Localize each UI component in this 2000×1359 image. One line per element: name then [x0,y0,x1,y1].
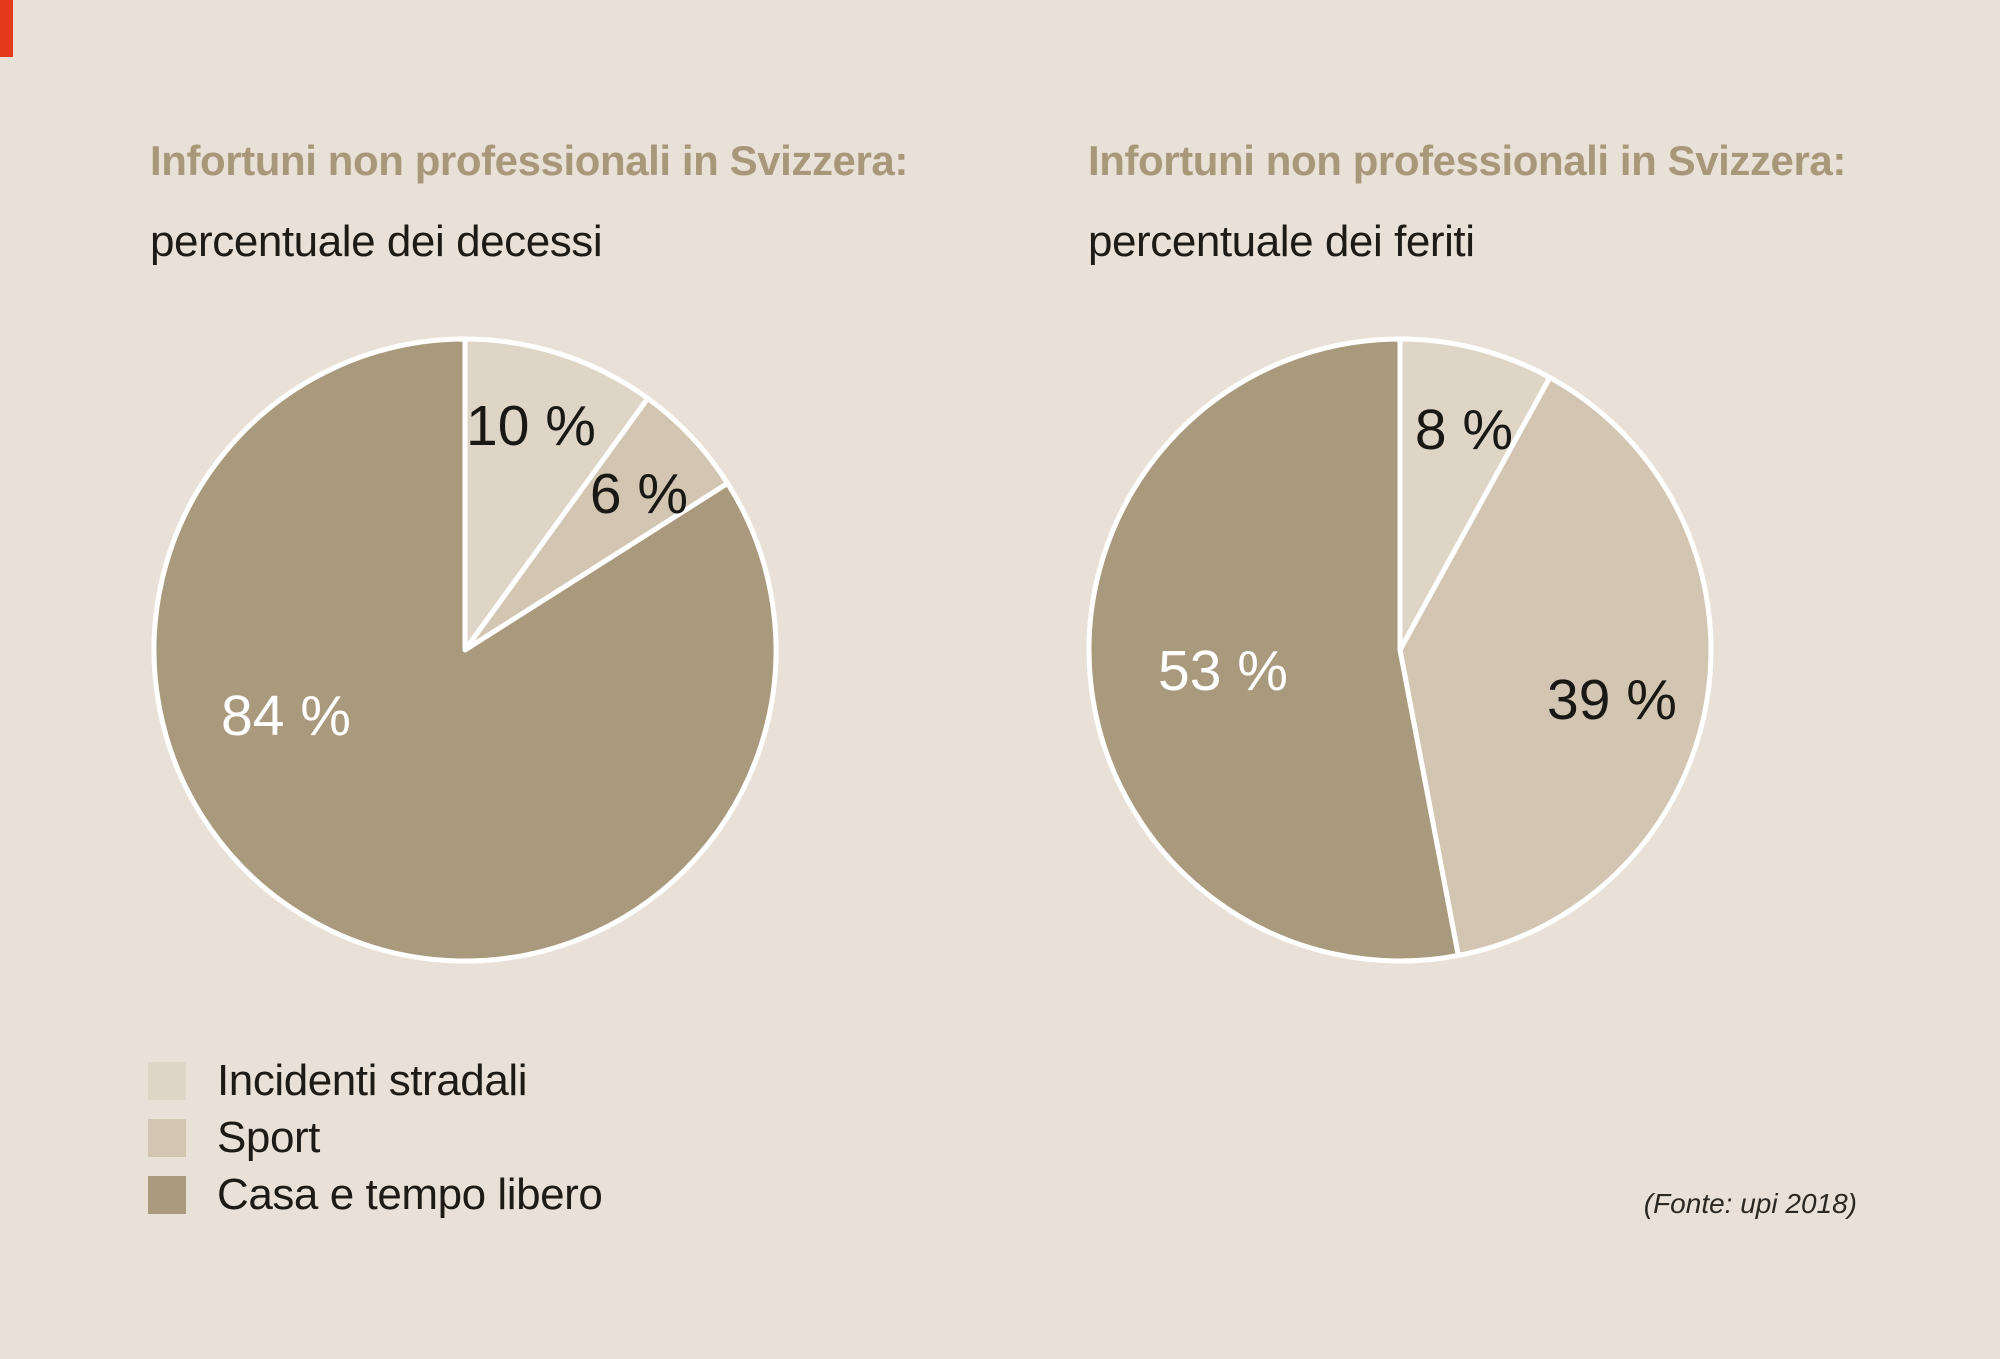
legend-label-sport: Sport [217,1113,320,1162]
legend-label-incidenti-stradali: Incidenti stradali [217,1056,528,1105]
pie-slice-incidenti-stradali [1397,336,1553,653]
left-chart-title: Infortuni non professionali in Svizzera: [150,137,908,184]
source-note: (Fonte: upi 2018) [1643,1188,1857,1219]
legend-swatch-sport [148,1119,186,1157]
pie-value-label: 84 % [221,684,351,748]
legend-swatch-casa-e-tempo-libero [148,1176,186,1214]
legend-label-casa-e-tempo-libero: Casa e tempo libero [217,1170,603,1219]
right-chart-subtitle: percentuale dei feriti [1088,217,1475,266]
pie-value-label: 53 % [1158,639,1288,703]
pie-chart-feriti: 8 % 39 % 53 % [1086,336,1714,964]
pie-chart-decessi: 10 %6 % 84 % [151,336,779,964]
pie-slice-sport [1397,374,1714,958]
right-chart-title: Infortuni non professionali in Svizzera: [1088,137,1846,184]
pie-slice-casa-e-tempo-libero [1086,336,1461,964]
pie-value-label: 39 % [1547,668,1677,732]
legend-item-casa-e-tempo-libero: Casa e tempo libero [148,1170,603,1219]
pie-value-label: 8 % [1415,398,1513,462]
legend-item-incidenti-stradali: Incidenti stradali [148,1056,602,1105]
left-chart-subtitle: percentuale dei decessi [150,217,603,266]
red-corner-mark [0,0,13,57]
legend-swatch-incidenti-stradali [148,1062,186,1100]
legend-item-sport: Sport [148,1113,602,1162]
legend: Incidenti stradali Sport Casa e tempo li… [148,1056,603,1219]
pie-slice-incidenti-stradali [462,336,651,653]
pie-value-label: 6 % [590,462,688,526]
pie-slice-casa-e-tempo-libero [151,336,779,964]
pie-value-label: 10 % [466,394,596,458]
